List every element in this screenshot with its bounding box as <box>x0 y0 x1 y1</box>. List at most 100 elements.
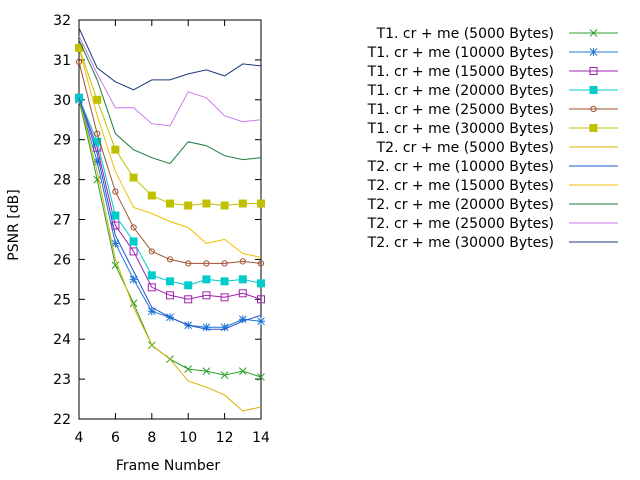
data-point <box>220 277 229 286</box>
data-point <box>93 157 102 166</box>
legend-entry: T1. cr + me (30000 Bytes) <box>367 121 618 137</box>
legend-label: T2. cr + me (15000 Bytes) <box>367 178 554 194</box>
legend-label: T2. cr + me (30000 Bytes) <box>367 235 554 251</box>
y-tick-label: 26 <box>53 252 71 268</box>
legend-label: T1. cr + me (20000 Bytes) <box>367 83 554 99</box>
legend-entry: T1. cr + me (5000 Bytes) <box>376 26 618 42</box>
data-point <box>238 199 247 208</box>
data-point <box>202 275 211 284</box>
series-line <box>78 97 262 300</box>
series-line <box>78 39 262 165</box>
series-7 <box>78 97 262 412</box>
data-point <box>111 211 120 220</box>
legend-label: T2. cr + me (5000 Bytes) <box>376 140 554 156</box>
legend-label: T2. cr + me (10000 Bytes) <box>367 159 554 175</box>
data-point <box>238 275 247 284</box>
legend-label: T2. cr + me (20000 Bytes) <box>367 197 554 213</box>
series-line <box>78 47 261 207</box>
y-tick-label: 24 <box>53 332 71 348</box>
data-point <box>184 281 193 290</box>
data-point <box>129 173 138 182</box>
data-point <box>166 256 174 263</box>
data-point <box>112 188 119 195</box>
data-point <box>147 307 156 316</box>
y-tick-label: 25 <box>53 292 71 308</box>
data-point <box>130 224 137 231</box>
data-point <box>202 367 211 375</box>
series-9 <box>78 47 262 258</box>
legend: T1. cr + me (5000 Bytes) T1. cr + me (100… <box>367 26 618 251</box>
series-12 <box>78 27 262 91</box>
data-point <box>166 277 174 286</box>
series-1 <box>75 95 265 381</box>
legend-label: T1. cr + me (15000 Bytes) <box>367 64 554 80</box>
data-point <box>220 323 229 332</box>
data-point <box>257 260 265 267</box>
x-tick-label: 14 <box>252 430 270 446</box>
x-axis-label: Frame Number <box>116 458 221 474</box>
data-point <box>129 247 138 256</box>
series-line <box>78 27 262 91</box>
y-tick-label: 30 <box>53 93 71 109</box>
legend-label: T1. cr + me (10000 Bytes) <box>367 45 554 61</box>
data-point <box>220 201 229 210</box>
legend-label: T1. cr + me (25000 Bytes) <box>367 102 554 118</box>
data-point <box>129 275 138 284</box>
y-tick-label: 23 <box>53 372 71 388</box>
x-tick-label: 6 <box>111 430 120 446</box>
data-point <box>203 260 210 267</box>
x-tick-label: 8 <box>147 430 156 446</box>
data-point <box>111 145 120 154</box>
data-point <box>257 199 265 208</box>
x-tick-label: 4 <box>75 430 84 446</box>
series-8 <box>78 97 262 330</box>
legend-entry: T1. cr + me (20000 Bytes) <box>367 83 618 99</box>
series-layer <box>75 27 265 412</box>
series-2 <box>75 95 265 332</box>
data-point <box>257 295 265 304</box>
data-point <box>257 279 265 288</box>
y-tick-label: 29 <box>53 133 71 149</box>
legend-label: T1. cr + me (30000 Bytes) <box>367 121 554 137</box>
data-point <box>589 67 598 75</box>
data-point <box>589 48 598 56</box>
data-point <box>220 293 229 302</box>
plot-area <box>78 19 262 420</box>
data-point <box>238 367 247 375</box>
series-line <box>78 99 262 378</box>
y-tick-label: 32 <box>53 13 71 29</box>
legend-entry: T2. cr + me (25000 Bytes) <box>367 216 618 232</box>
series-line <box>78 47 262 258</box>
data-point <box>202 291 211 300</box>
data-point <box>93 95 102 104</box>
data-point <box>111 239 120 248</box>
legend-entry: T2. cr + me (15000 Bytes) <box>367 178 618 194</box>
y-tick-label: 27 <box>53 213 71 229</box>
data-point <box>257 317 265 326</box>
legend-entry: T1. cr + me (10000 Bytes) <box>367 45 618 61</box>
data-point <box>147 271 156 280</box>
data-point <box>184 295 193 304</box>
series-line <box>78 97 262 412</box>
data-point <box>166 291 174 300</box>
data-point <box>75 58 83 65</box>
data-point <box>147 191 156 200</box>
data-point <box>221 260 228 267</box>
y-tick-label: 31 <box>53 53 71 69</box>
data-point <box>202 199 211 208</box>
legend-label: T1. cr + me (5000 Bytes) <box>376 26 554 42</box>
data-point <box>589 86 598 94</box>
x-tick-label: 10 <box>179 430 197 446</box>
data-point <box>238 289 247 298</box>
data-point <box>238 315 247 324</box>
y-axis-label: PSNR [dB] <box>6 189 22 260</box>
data-point <box>590 105 597 113</box>
series-line <box>78 61 262 264</box>
legend-entry: T2. cr + me (10000 Bytes) <box>367 159 618 175</box>
data-point <box>185 260 192 267</box>
data-point <box>129 237 138 246</box>
data-point <box>94 130 101 137</box>
legend-label: T2. cr + me (25000 Bytes) <box>367 216 554 232</box>
data-point <box>257 373 265 381</box>
